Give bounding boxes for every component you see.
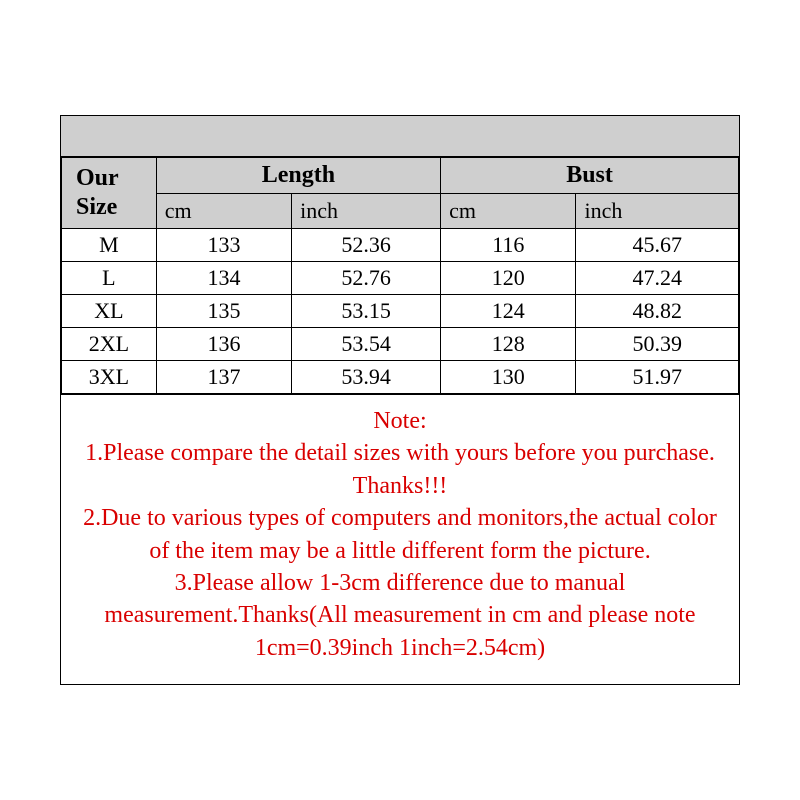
cell-bust-cm: 116 bbox=[441, 228, 576, 261]
table-row: 3XL 137 53.94 130 51.97 bbox=[62, 360, 739, 393]
cell-bust-cm: 124 bbox=[441, 294, 576, 327]
cell-length-cm: 137 bbox=[156, 360, 291, 393]
header-bust-inch: inch bbox=[576, 193, 739, 228]
cell-bust-cm: 120 bbox=[441, 261, 576, 294]
cell-length-cm: 134 bbox=[156, 261, 291, 294]
note-line-3: 3.Please allow 1-3cm difference due to m… bbox=[79, 567, 721, 664]
table-row: XL 135 53.15 124 48.82 bbox=[62, 294, 739, 327]
header-our-size: Our Size bbox=[62, 157, 157, 228]
cell-length-inch: 52.36 bbox=[292, 228, 441, 261]
table-row: L 134 52.76 120 47.24 bbox=[62, 261, 739, 294]
cell-size: M bbox=[62, 228, 157, 261]
cell-size: 2XL bbox=[62, 327, 157, 360]
header-length-inch: inch bbox=[292, 193, 441, 228]
cell-bust-cm: 130 bbox=[441, 360, 576, 393]
notes-section: Note: 1.Please compare the detail sizes … bbox=[61, 394, 739, 684]
cell-length-cm: 135 bbox=[156, 294, 291, 327]
table-row: 2XL 136 53.54 128 50.39 bbox=[62, 327, 739, 360]
note-line-1: 1.Please compare the detail sizes with y… bbox=[79, 437, 721, 502]
cell-bust-inch: 45.67 bbox=[576, 228, 739, 261]
cell-length-inch: 53.54 bbox=[292, 327, 441, 360]
size-table: Our Size Length Bust cm inch cm inch M 1… bbox=[61, 157, 739, 394]
header-bust-cm: cm bbox=[441, 193, 576, 228]
table-header-row-2: cm inch cm inch bbox=[62, 193, 739, 228]
cell-length-cm: 133 bbox=[156, 228, 291, 261]
cell-bust-inch: 51.97 bbox=[576, 360, 739, 393]
header-length: Length bbox=[156, 157, 440, 193]
header-length-cm: cm bbox=[156, 193, 291, 228]
cell-length-cm: 136 bbox=[156, 327, 291, 360]
top-header-bar bbox=[61, 116, 739, 157]
cell-bust-inch: 50.39 bbox=[576, 327, 739, 360]
cell-bust-inch: 47.24 bbox=[576, 261, 739, 294]
header-bust: Bust bbox=[441, 157, 739, 193]
header-our-size-l1: Our bbox=[76, 165, 119, 191]
table-row: M 133 52.36 116 45.67 bbox=[62, 228, 739, 261]
cell-bust-cm: 128 bbox=[441, 327, 576, 360]
note-line-2: 2.Due to various types of computers and … bbox=[79, 502, 721, 567]
note-title: Note: bbox=[79, 405, 721, 437]
cell-size: XL bbox=[62, 294, 157, 327]
cell-size: L bbox=[62, 261, 157, 294]
table-header-row-1: Our Size Length Bust bbox=[62, 157, 739, 193]
cell-length-inch: 53.15 bbox=[292, 294, 441, 327]
cell-length-inch: 52.76 bbox=[292, 261, 441, 294]
cell-size: 3XL bbox=[62, 360, 157, 393]
cell-bust-inch: 48.82 bbox=[576, 294, 739, 327]
header-our-size-l2: Size bbox=[76, 194, 117, 220]
size-chart-container: Our Size Length Bust cm inch cm inch M 1… bbox=[60, 115, 740, 685]
cell-length-inch: 53.94 bbox=[292, 360, 441, 393]
